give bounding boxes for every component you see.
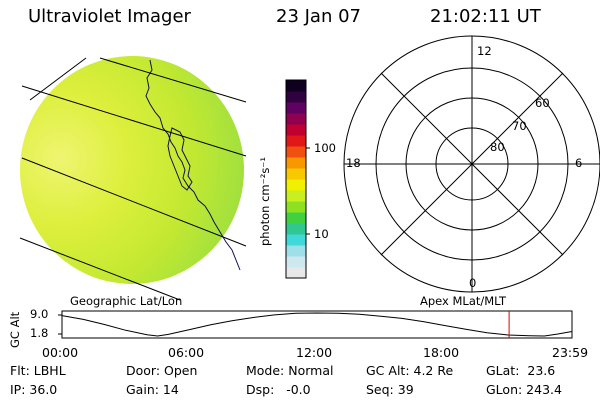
colorbar-band bbox=[286, 157, 306, 169]
info-gc-alt: GC Alt: 4.2 Re bbox=[366, 363, 454, 378]
colorbar-band bbox=[286, 179, 306, 191]
altitude-ytick-max: 9.0 bbox=[30, 307, 49, 321]
xtick-0000: 00:00 bbox=[42, 345, 79, 360]
colorbar-tick-100: 100 bbox=[314, 141, 336, 155]
colorbar-band bbox=[286, 267, 306, 279]
mlt-label-18: 18 bbox=[346, 156, 361, 170]
colorbar bbox=[286, 80, 306, 279]
altitude-ytick-min: 1.8 bbox=[30, 326, 49, 340]
colorbar-band bbox=[286, 234, 306, 246]
lat-label-70: 70 bbox=[512, 119, 527, 133]
mlt-label-12: 12 bbox=[477, 44, 492, 58]
colorbar-band bbox=[286, 168, 306, 180]
xtick-1800: 18:00 bbox=[423, 345, 460, 360]
colorbar-unit-label: photon cm⁻²s⁻¹ bbox=[258, 157, 272, 246]
colorbar-band bbox=[286, 135, 306, 147]
xtick-0600: 06:00 bbox=[168, 345, 205, 360]
colorbar-band bbox=[286, 91, 306, 103]
lat-label-80: 80 bbox=[490, 140, 505, 154]
colorbar-band bbox=[286, 212, 306, 224]
colorbar-band bbox=[286, 256, 306, 268]
geo-grid bbox=[19, 57, 247, 301]
mlt-label-6: 6 bbox=[575, 156, 583, 170]
info-filter: Flt: LBHL bbox=[10, 363, 66, 378]
altitude-ylabel: GC Alt bbox=[8, 311, 22, 348]
colorbar-band bbox=[286, 113, 306, 125]
app-title: Ultraviolet Imager bbox=[28, 6, 191, 27]
info-gain: Gain: 14 bbox=[126, 382, 179, 397]
colorbar-tick-10: 10 bbox=[314, 227, 329, 241]
earth-image bbox=[19, 56, 247, 301]
info-glat: GLat: 23.6 bbox=[486, 363, 556, 378]
header-date: 23 Jan 07 bbox=[276, 6, 361, 27]
coastline bbox=[145, 59, 241, 271]
colorbar-band bbox=[286, 190, 306, 202]
geographic-label: Geographic Lat/Lon bbox=[70, 294, 183, 308]
info-ip: IP: 36.0 bbox=[10, 382, 58, 397]
altitude-plot-ticks bbox=[58, 314, 62, 335]
info-glon: GLon: 243.4 bbox=[486, 382, 562, 397]
colorbar-band bbox=[286, 146, 306, 158]
mlt-label-0: 0 bbox=[469, 276, 477, 290]
xtick-2359: 23:59 bbox=[552, 345, 589, 360]
apex-label: Apex MLat/MLT bbox=[420, 294, 507, 308]
colorbar-band bbox=[286, 102, 306, 114]
polar-plot bbox=[343, 35, 600, 293]
info-mode: Mode: Normal bbox=[246, 363, 334, 378]
colorbar-band bbox=[286, 80, 306, 92]
info-door: Door: Open bbox=[126, 363, 198, 378]
lat-label-60: 60 bbox=[535, 96, 550, 110]
header-time: 21:02:11 UT bbox=[430, 6, 541, 27]
info-dsp: Dsp: -0.0 bbox=[246, 382, 311, 397]
colorbar-band bbox=[286, 124, 306, 136]
altitude-plot-frame bbox=[61, 310, 573, 339]
info-seq: Seq: 39 bbox=[366, 382, 414, 397]
colorbar-band bbox=[286, 223, 306, 235]
colorbar-band bbox=[286, 201, 306, 213]
altitude-series-line bbox=[61, 312, 573, 337]
xtick-1200: 12:00 bbox=[296, 345, 333, 360]
colorbar-band bbox=[286, 245, 306, 257]
